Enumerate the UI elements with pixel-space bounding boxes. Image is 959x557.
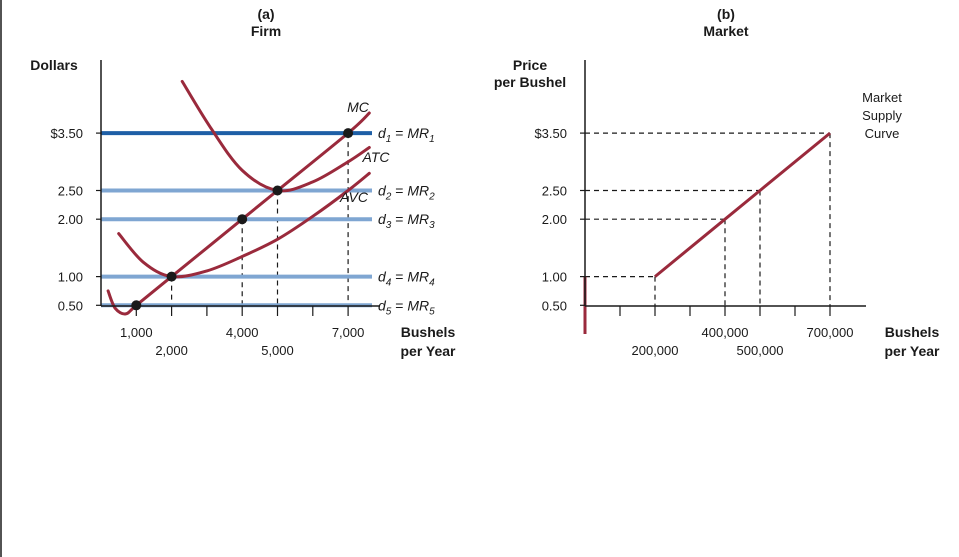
avc-curve-label: AVC (339, 189, 369, 205)
firm-demand-labels: d1 = MR1 d2 = MR2 d3 = MR3 d4 = MR4 d5 = MR5 (378, 125, 435, 317)
market-x-tick-label-1: 200,000 (632, 343, 679, 358)
market-y-axis-label-line2: per Bushel (494, 74, 566, 90)
market-x-tick-label-4: 500,000 (737, 343, 784, 358)
market-supply-curve (654, 131, 831, 278)
firm-x-tick-label-4: 5,000 (261, 343, 294, 358)
firm-panel-title: Firm (251, 23, 281, 39)
market-axis-ticks: $3.50 2.50 2.00 1.00 0.50 200,000 400,000 500,0… (534, 126, 853, 358)
atc-curve (180, 79, 371, 193)
firm-equilibrium-dot-2 (237, 214, 248, 225)
supply-curve-label-line1: Market (862, 90, 902, 105)
firm-x-tick-label-6: 7,000 (332, 325, 365, 340)
firm-x-tick-label-3: 4,000 (226, 325, 259, 340)
market-y-tick-label-2: 2.00 (542, 212, 567, 227)
demand-label-4: d4 = MR4 (378, 269, 435, 289)
firm-cost-curves (106, 79, 371, 316)
mc-curve-label: MC (347, 99, 370, 115)
market-x-tick-label-6: 700,000 (807, 325, 854, 340)
market-panel-label: (b) (717, 6, 735, 22)
firm-demand-lines (101, 131, 372, 308)
firm-panel-label: (a) (257, 6, 274, 22)
atc-curve-label: ATC (362, 149, 391, 165)
firm-equilibrium-dot-4 (343, 128, 354, 139)
demand-label-3: d3 = MR3 (378, 211, 435, 231)
firm-equilibrium-dot-3 (272, 185, 283, 196)
market-x-axis-label-line2: per Year (884, 343, 940, 359)
demand-label-1: d1 = MR1 (378, 125, 435, 145)
firm-y-tick-label-2: 2.00 (58, 212, 83, 227)
panel-firm: (a) Firm Dollars Bushels per Year $3.50 2… (30, 6, 456, 359)
firm-x-axis-label-line2: per Year (400, 343, 456, 359)
market-x-tick-label-3: 400,000 (702, 325, 749, 340)
supply-curve-label-line2: Supply (862, 108, 902, 123)
panel-market: (b) Market Price per Bushel Bushels per … (494, 6, 940, 359)
market-reference-lines (585, 132, 831, 306)
firm-y-tick-label-4: 0.50 (58, 298, 83, 313)
supply-curve-label-line3: Curve (865, 126, 900, 141)
demand-label-2: d2 = MR2 (378, 183, 435, 203)
market-x-axis-label-line1: Bushels (885, 324, 940, 340)
avc-curve (117, 171, 371, 279)
firm-equilibrium-dot-1 (166, 271, 177, 282)
market-supply-curves (583, 131, 831, 334)
market-y-tick-label-4: 0.50 (542, 298, 567, 313)
mc-curve (106, 111, 371, 316)
market-panel-title: Market (703, 23, 748, 39)
market-y-tick-label-1: 2.50 (542, 184, 567, 199)
market-y-axis-label-line1: Price (513, 57, 547, 73)
market-y-tick-label-0: $3.50 (534, 126, 567, 141)
market-y-tick-label-3: 1.00 (542, 270, 567, 285)
demand-label-5: d5 = MR5 (378, 297, 435, 317)
firm-y-tick-label-3: 1.00 (58, 270, 83, 285)
firm-y-axis-label: Dollars (30, 57, 78, 73)
firm-x-tick-label-0: 1,000 (120, 325, 153, 340)
firm-y-tick-label-0: $3.50 (50, 126, 83, 141)
firm-y-tick-label-1: 2.50 (58, 184, 83, 199)
firm-x-tick-label-1: 2,000 (155, 343, 188, 358)
firm-x-axis-label-line1: Bushels (401, 324, 456, 340)
